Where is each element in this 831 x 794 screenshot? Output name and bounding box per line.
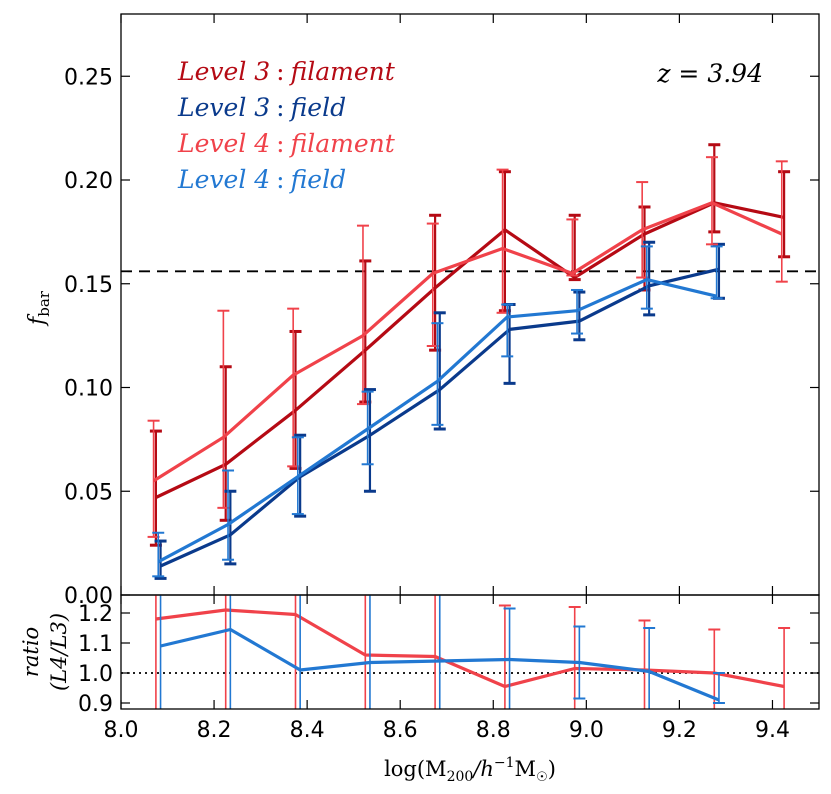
x-tick-label: 8.8	[476, 718, 511, 743]
ratio-line-0	[155, 608, 785, 689]
x-axis-label-prefix: log(M	[384, 757, 447, 781]
legend-entry-3: Level 4: field	[177, 165, 346, 194]
legend-separator: :	[276, 93, 284, 122]
x-tick-label: 9.2	[662, 718, 697, 743]
main-series-group	[147, 143, 791, 580]
ratio-series-group	[155, 595, 791, 709]
legend-kind: filament	[289, 57, 396, 86]
ratio-y-ticks: 0.9 1.0 1.1 1.2	[78, 602, 819, 717]
redshift-annotation: z = 3.94	[656, 59, 763, 88]
x-axis-label-mid: /h	[471, 757, 494, 781]
x-axis-label-unit: M	[515, 757, 537, 781]
ratio-y-axis-label-line1: ratio	[19, 627, 43, 677]
ratio-series-0	[155, 595, 791, 709]
legend-entry-0: Level 3: filament	[177, 57, 396, 86]
ratio-y-tick-label: 0.9	[78, 692, 113, 717]
main-y-tick-label: 0.15	[64, 273, 113, 298]
main-y-axis-label: fbar	[25, 290, 53, 327]
ratio-y-axis-label-line2: (L4/L3)	[47, 613, 71, 691]
x-tick-label: 8.2	[197, 718, 232, 743]
legend-kind: filament	[289, 129, 396, 158]
x-tick-label: 9.0	[569, 718, 604, 743]
main-series-0	[149, 143, 791, 547]
ratio-panel: 0.9 1.0 1.1 1.2 8.0 8.2 8.4 8.6 8.8 9.0 9.2 9.4 ra…	[19, 594, 820, 785]
legend-separator: :	[276, 57, 284, 86]
x-axis-label-sup: −1	[494, 755, 515, 771]
ratio-plot-frame	[120, 594, 820, 710]
legend-kind: field	[289, 165, 346, 194]
main-x-ticks	[120, 14, 774, 595]
main-y-tick-label: 0.25	[64, 65, 113, 90]
x-axis-label-sub: 200	[447, 769, 474, 785]
legend-level: Level 3	[177, 57, 270, 86]
main-y-tick-label: 0.05	[64, 480, 113, 505]
ratio-series-1	[159, 595, 725, 709]
main-series-3	[152, 245, 723, 578]
main-y-tick-label: 0.00	[64, 584, 113, 609]
main-y-tick-label: 0.10	[64, 377, 113, 402]
legend-entry-1: Level 3: field	[177, 93, 346, 122]
legend-level: Level 4	[177, 165, 270, 194]
main-y-tick-label: 0.20	[64, 169, 113, 194]
x-tick-label: 9.4	[755, 718, 790, 743]
ratio-y-tick-label: 1.1	[78, 632, 113, 657]
main-y-ticks: 0.00 0.05 0.10 0.15 0.20 0.25	[64, 65, 819, 609]
main-line-2	[152, 201, 783, 483]
x-axis-label-suffix: )	[548, 757, 556, 781]
x-tick-label: 8.4	[290, 718, 325, 743]
ratio-y-tick-label: 1.0	[78, 662, 113, 687]
legend-kind: field	[289, 93, 346, 122]
legend-entry-2: Level 4: filament	[177, 129, 396, 158]
x-axis-label-unit-sub: ☉	[536, 770, 548, 785]
main-panel: 0.000.050.100.150.200.25 Level 3: filamen…	[25, 13, 820, 609]
main-series-1	[154, 240, 725, 580]
x-tick-label: 8.0	[104, 718, 139, 743]
legend-level: Level 3	[177, 93, 270, 122]
legend-level: Level 4	[177, 129, 270, 158]
main-y-axis-label-sub: bar	[35, 290, 53, 317]
legend-separator: :	[276, 165, 284, 194]
ratio-x-ticks: 8.0 8.2 8.4 8.6 8.8 9.0 9.2 9.4	[104, 595, 790, 743]
x-axis-label: log(M200/h−1M☉)	[384, 755, 556, 785]
main-series-2	[147, 156, 788, 538]
x-tick-label: 8.6	[383, 718, 418, 743]
ratio-y-tick-label: 1.2	[78, 602, 113, 627]
legend-separator: :	[276, 129, 284, 158]
